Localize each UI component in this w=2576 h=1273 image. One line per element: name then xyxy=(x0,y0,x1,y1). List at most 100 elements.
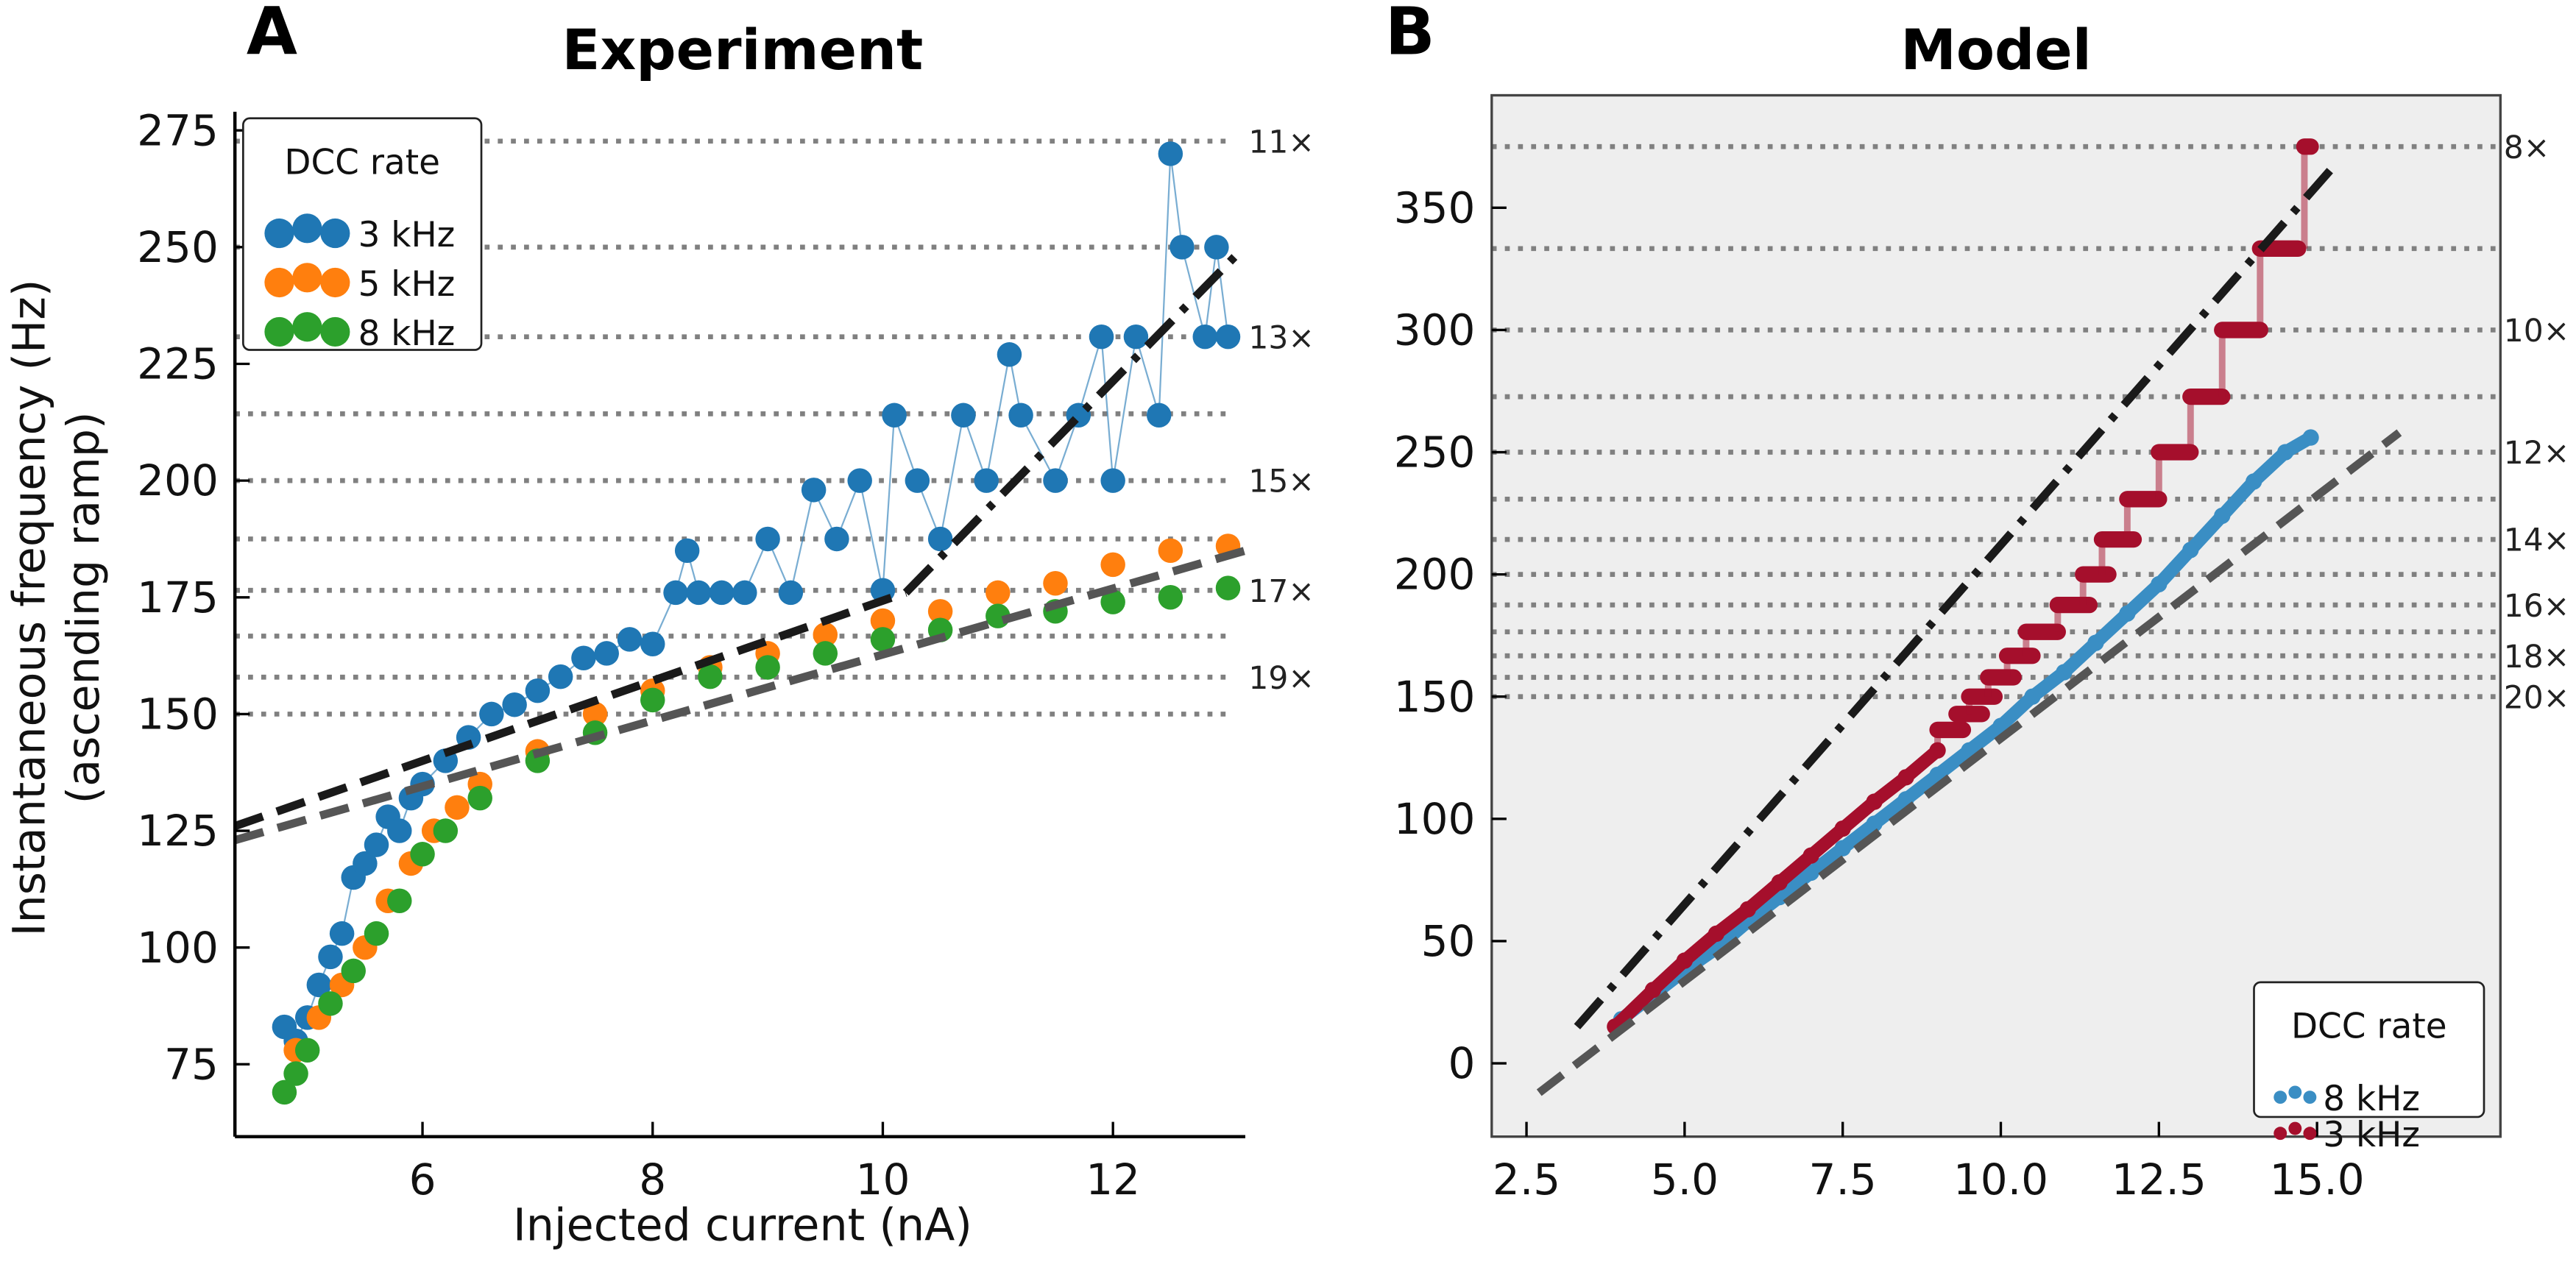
data-point xyxy=(364,832,389,857)
legend-marker xyxy=(264,267,294,298)
x-tick-label: 6 xyxy=(409,1155,436,1205)
data-point xyxy=(974,468,999,493)
data-point xyxy=(813,641,838,666)
plot-frame xyxy=(1490,93,2502,1138)
data-point xyxy=(1802,847,1819,864)
reference-label: 18× xyxy=(2504,639,2570,675)
data-point xyxy=(2087,634,2104,651)
data-point xyxy=(1043,570,1068,596)
data-point xyxy=(709,580,735,606)
data-point xyxy=(341,958,366,984)
panel-label-b: B xyxy=(1385,0,1435,71)
data-point xyxy=(1100,552,1125,578)
data-point xyxy=(1834,840,1851,857)
plot-background xyxy=(1491,95,2501,1137)
legend-item: 8 kHz xyxy=(2274,1079,2420,1119)
x-tick-label: 10.0 xyxy=(1953,1155,2048,1205)
data-point xyxy=(2277,444,2294,461)
series-5-khz xyxy=(283,533,1241,1063)
data-point xyxy=(1158,141,1183,166)
data-point xyxy=(997,342,1022,367)
data-point xyxy=(2119,605,2136,622)
legend-marker xyxy=(2288,1121,2302,1135)
data-point xyxy=(801,478,827,503)
x-tick-label: 7.5 xyxy=(1809,1155,1877,1205)
legend-item: 5 kHz xyxy=(264,263,455,305)
data-point xyxy=(1866,793,1883,810)
y-tick-label: 200 xyxy=(137,455,219,506)
legend-marker xyxy=(2274,1091,2287,1104)
legend-box xyxy=(242,117,483,351)
data-point xyxy=(732,580,757,606)
x-tick-label: 5.0 xyxy=(1651,1155,1719,1205)
data-point xyxy=(870,608,896,634)
legend-item: 8 kHz xyxy=(264,312,455,354)
data-point xyxy=(387,888,412,913)
data-point xyxy=(870,627,896,652)
data-point xyxy=(2214,507,2231,525)
data-point xyxy=(1008,403,1033,428)
data-point xyxy=(387,818,412,843)
y-tick-label: 100 xyxy=(137,923,219,973)
x-axis-label: Injected current (nA) xyxy=(513,1199,972,1251)
legend-marker xyxy=(292,263,322,293)
data-point xyxy=(479,701,504,727)
y-tick-label: 225 xyxy=(137,339,219,389)
data-point xyxy=(617,627,643,652)
legend-marker xyxy=(264,316,294,347)
data-point xyxy=(1866,815,1883,832)
data-point xyxy=(1192,324,1217,350)
data-point xyxy=(2024,688,2041,705)
legend-marker xyxy=(2303,1127,2317,1141)
legend-marker xyxy=(2274,1127,2287,1141)
y-tick-label: 75 xyxy=(164,1039,219,1089)
y-tick-label: 125 xyxy=(137,806,219,856)
y-tick-label: 275 xyxy=(137,105,219,155)
reference-label: 15× xyxy=(1248,464,1314,500)
data-point xyxy=(1644,982,1662,999)
data-point xyxy=(1215,324,1241,350)
x-tick-label: 15.0 xyxy=(2270,1155,2365,1205)
x-tick-label: 12.5 xyxy=(2112,1155,2207,1205)
data-point xyxy=(318,991,343,1016)
data-point xyxy=(1834,820,1851,837)
y-tick-label: 250 xyxy=(1394,428,1476,478)
data-point xyxy=(1676,952,1694,969)
data-point xyxy=(433,818,459,843)
y-tick-label: 0 xyxy=(1448,1038,1476,1088)
legend-marker xyxy=(2303,1091,2317,1104)
data-point xyxy=(1204,235,1229,260)
data-point xyxy=(502,692,527,717)
data-point xyxy=(329,921,355,946)
reference-label: 13× xyxy=(1248,320,1314,356)
data-point xyxy=(1215,575,1241,600)
reference-label: 17× xyxy=(1248,574,1314,610)
y-axis-label: Instantaneous frequency (Hz) xyxy=(4,280,55,937)
data-point xyxy=(905,468,930,493)
data-point xyxy=(1771,874,1788,891)
legend-label: 5 kHz xyxy=(358,264,456,305)
data-point xyxy=(686,580,712,606)
legend: DCC rate 3 kHz 5 kHz 8 kHz xyxy=(242,117,483,354)
x-tick-label: 12 xyxy=(1086,1155,1140,1205)
y-tick-label: 150 xyxy=(1394,672,1476,722)
data-point xyxy=(1802,864,1819,882)
reference-label: 10× xyxy=(2504,313,2570,350)
data-point xyxy=(410,842,435,867)
reference-label: 12× xyxy=(2504,436,2570,472)
data-point xyxy=(467,785,492,811)
legend-marker xyxy=(2288,1085,2302,1099)
data-point xyxy=(1123,324,1149,350)
legend-marker xyxy=(292,312,322,342)
data-point xyxy=(1043,468,1068,493)
data-point xyxy=(2246,473,2262,490)
fit-line xyxy=(1536,429,2402,1096)
x-tick-label: 10 xyxy=(856,1155,910,1205)
data-point xyxy=(2182,542,2199,559)
legend-label: 8 kHz xyxy=(358,313,456,354)
panel-label-a: A xyxy=(247,0,297,71)
data-point xyxy=(698,664,723,689)
data-point xyxy=(582,701,608,727)
reference-label: 20× xyxy=(2504,680,2570,716)
